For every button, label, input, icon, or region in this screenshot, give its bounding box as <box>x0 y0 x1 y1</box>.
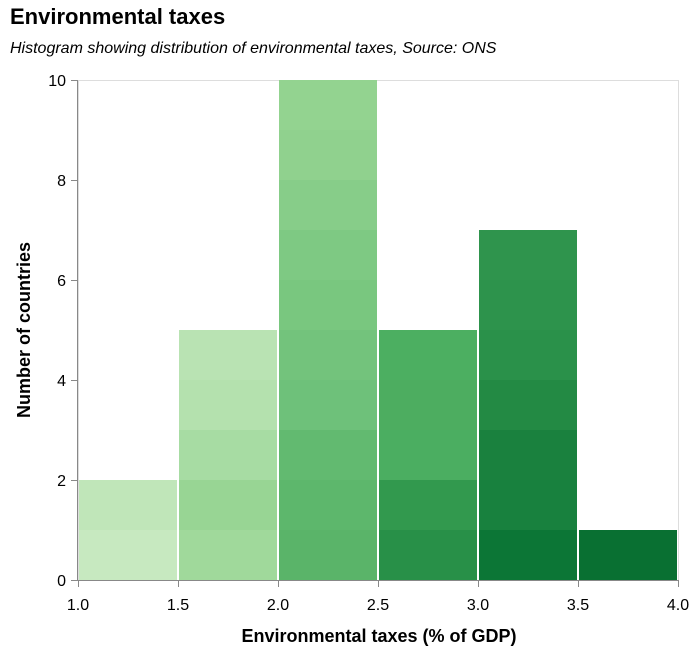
y-tick-label: 4 <box>57 373 66 390</box>
y-tick-label: 10 <box>48 73 66 90</box>
histogram-bar <box>279 80 377 580</box>
histogram-bar <box>579 530 677 580</box>
y-tick-label: 0 <box>57 573 66 590</box>
x-tick-label: 3.0 <box>467 597 489 614</box>
bar-segment <box>379 530 477 580</box>
histogram-bar <box>79 480 177 580</box>
x-tick-label: 2.5 <box>367 597 389 614</box>
x-tick-label: 4.0 <box>667 597 689 614</box>
bar-segment <box>79 480 177 530</box>
bar-segment <box>179 480 277 530</box>
y-axis: 0 2 4 6 8 10 <box>48 73 78 590</box>
bar-segment <box>279 330 377 380</box>
bar-segment <box>379 480 477 530</box>
bar-segment <box>379 330 477 380</box>
bars-group <box>79 80 677 580</box>
bar-segment <box>279 480 377 530</box>
bar-segment <box>479 230 577 280</box>
x-tick-label: 1.0 <box>67 597 89 614</box>
bar-segment <box>479 530 577 580</box>
y-tick-label: 8 <box>57 173 66 190</box>
bar-segment <box>279 530 377 580</box>
bar-segment <box>179 330 277 380</box>
bar-segment <box>279 230 377 280</box>
bar-segment <box>279 280 377 330</box>
bar-segment <box>179 380 277 430</box>
y-tick-label: 6 <box>57 273 66 290</box>
x-tick-label: 1.5 <box>167 597 189 614</box>
chart-title: Environmental taxes <box>10 4 226 29</box>
bar-segment <box>479 430 577 480</box>
x-tick-label: 3.5 <box>567 597 589 614</box>
y-axis-title: Number of countries <box>14 242 34 418</box>
histogram-bar <box>479 230 577 580</box>
bar-segment <box>179 430 277 480</box>
y-tick-label: 2 <box>57 473 66 490</box>
x-axis-title: Environmental taxes (% of GDP) <box>241 626 516 646</box>
bar-segment <box>479 330 577 380</box>
bar-segment <box>479 380 577 430</box>
chart-subtitle: Histogram showing distribution of enviro… <box>10 40 497 57</box>
bar-segment <box>379 380 477 430</box>
bar-segment <box>279 80 377 130</box>
bar-segment <box>279 380 377 430</box>
bar-segment <box>279 130 377 180</box>
bar-segment <box>179 530 277 580</box>
bar-segment <box>279 180 377 230</box>
bar-segment <box>79 530 177 580</box>
x-axis: 1.0 1.5 2.0 2.5 3.0 3.5 4.0 <box>67 580 689 614</box>
bar-segment <box>279 430 377 480</box>
histogram-bar <box>379 330 477 580</box>
bar-segment <box>579 530 677 580</box>
bar-segment <box>379 430 477 480</box>
x-tick-label: 2.0 <box>267 597 289 614</box>
bar-segment <box>479 280 577 330</box>
histogram-bar <box>179 330 277 580</box>
bar-segment <box>479 480 577 530</box>
